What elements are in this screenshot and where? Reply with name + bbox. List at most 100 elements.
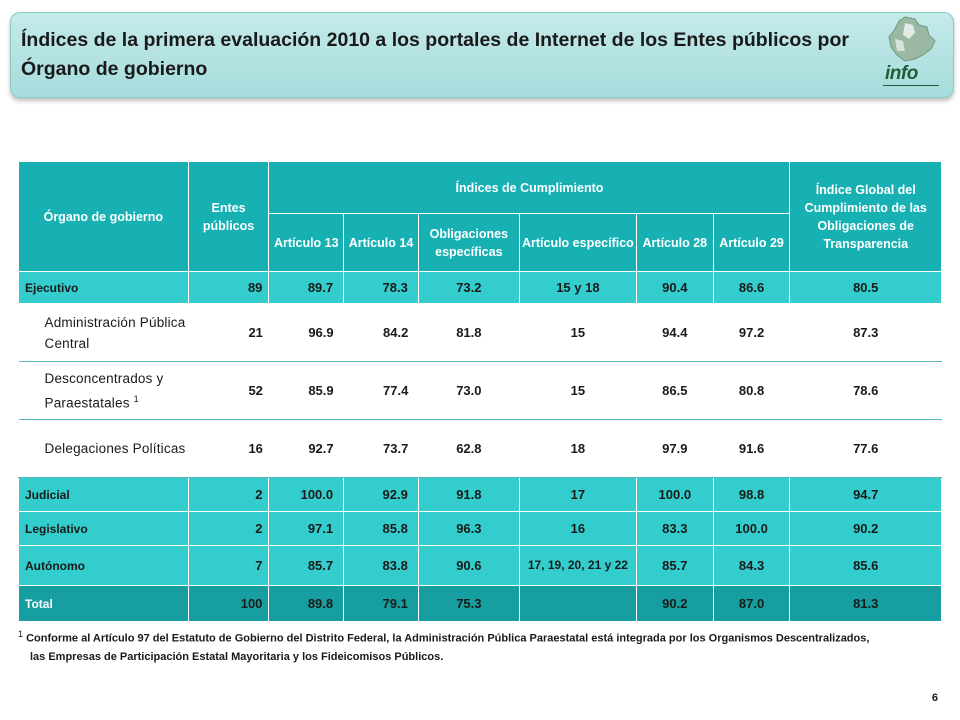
- header-articulo-especifico: Artículo específico: [518, 213, 637, 272]
- cell-a28: 85.7: [635, 545, 714, 586]
- cell-global: 78.6: [789, 361, 942, 420]
- page-number: 6: [931, 692, 938, 704]
- table-row-ejecutivo: Ejecutivo 89 89.7 78.3 73.2 15 y 18 90.4…: [18, 271, 942, 304]
- info-logo: info: [875, 15, 943, 95]
- cell-a29: 86.6: [712, 271, 791, 304]
- title-banner: Índices de la primera evaluación 2010 a …: [10, 12, 954, 98]
- cell-a13: 89.7: [268, 271, 345, 304]
- cell-a28: 86.5: [636, 361, 714, 420]
- table-row-delegaciones: Delegaciones Políticas 16 92.7 73.7 62.8…: [18, 419, 942, 478]
- cell-entes: 21: [188, 303, 269, 362]
- cell-a28: 90.4: [635, 271, 714, 304]
- cell-a28: 90.2: [635, 585, 714, 622]
- cell-a14: 83.8: [343, 545, 419, 586]
- table-row-autonomo: Autónomo 7 85.7 83.8 90.6 17, 19, 20, 21…: [18, 545, 942, 586]
- header-global: Índice Global del Cumplimiento de las Ob…: [789, 161, 942, 272]
- header-articulo-14: Artículo 14: [343, 213, 419, 272]
- table-row-total: Total 100 89.8 79.1 75.3 90.2 87.0 81.3: [18, 585, 942, 622]
- footnote-ref: 1: [133, 393, 139, 404]
- cell-art: 17, 19, 20, 21 y 22: [518, 545, 637, 586]
- cell-oblig: 91.8: [417, 477, 520, 512]
- cell-a28: 83.3: [635, 511, 714, 546]
- cell-entes: 16: [188, 419, 269, 478]
- cell-art: 15: [519, 303, 637, 362]
- cell-a13: 89.8: [268, 585, 345, 622]
- cell-entes: 2: [187, 511, 270, 546]
- cell-art: 15 y 18: [518, 271, 637, 304]
- cell-a13: 97.1: [268, 511, 345, 546]
- footnote-line-1: 1 Conforme al Artículo 97 del Estatuto d…: [18, 625, 948, 648]
- header-articulo-28: Artículo 28: [635, 213, 714, 272]
- cell-global: 77.6: [789, 419, 942, 478]
- cell-a28: 97.9: [636, 419, 714, 478]
- cell-a14: 78.3: [343, 271, 419, 304]
- cell-oblig: 75.3: [417, 585, 520, 622]
- cell-oblig: 96.3: [417, 511, 520, 546]
- cell-global: 85.6: [789, 545, 942, 586]
- cell-a29: 87.0: [712, 585, 791, 622]
- header-articulo-29: Artículo 29: [712, 213, 791, 272]
- cell-oblig: 73.0: [418, 361, 520, 420]
- cell-a14: 77.4: [343, 361, 419, 420]
- cell-entes: 100: [187, 585, 270, 622]
- footnote: 1 Conforme al Artículo 97 del Estatuto d…: [18, 625, 948, 666]
- cell-art: 16: [518, 511, 637, 546]
- cell-global: 94.7: [789, 477, 942, 512]
- cell-a14: 84.2: [343, 303, 419, 362]
- cell-entes: 89: [187, 271, 270, 304]
- cell-a14: 92.9: [343, 477, 419, 512]
- table-row-judicial: Judicial 2 100.0 92.9 91.8 17 100.0 98.8…: [18, 477, 942, 512]
- cell-a13: 85.7: [268, 545, 345, 586]
- cell-name: Total: [18, 585, 189, 622]
- cell-a14: 73.7: [343, 419, 419, 478]
- header-entes: Entes públicos: [187, 161, 270, 272]
- cell-name-text: Desconcentrados y Paraestatales: [44, 370, 164, 411]
- footnote-marker: 1: [18, 629, 24, 639]
- cell-a13: 92.7: [268, 419, 344, 478]
- cell-a29: 98.8: [712, 477, 791, 512]
- cell-a14: 85.8: [343, 511, 419, 546]
- cell-oblig: 62.8: [418, 419, 520, 478]
- cell-a29: 91.6: [713, 419, 790, 478]
- footnote-text-1: Conforme al Artículo 97 del Estatuto de …: [26, 632, 870, 645]
- cell-global: 80.5: [789, 271, 942, 304]
- cell-a29: 97.2: [713, 303, 790, 362]
- cell-name: Desconcentrados y Paraestatales 1: [18, 361, 189, 420]
- cell-entes: 7: [187, 545, 270, 586]
- cell-global: 87.3: [789, 303, 942, 362]
- cell-name: Legislativo: [18, 511, 189, 546]
- page-title: Índices de la primera evaluación 2010 a …: [21, 29, 849, 80]
- cell-global: 81.3: [789, 585, 942, 622]
- cell-art: 18: [519, 419, 637, 478]
- cell-entes: 52: [188, 361, 269, 420]
- logo-rule: [883, 85, 939, 94]
- header-indices-group: Índices de Cumplimiento: [268, 161, 791, 214]
- logo-wordmark: info: [885, 63, 918, 84]
- cell-entes: 2: [187, 477, 270, 512]
- cell-oblig: 81.8: [418, 303, 520, 362]
- cell-a13: 100.0: [268, 477, 345, 512]
- cell-global: 90.2: [789, 511, 942, 546]
- cell-a14: 79.1: [343, 585, 419, 622]
- cell-a28: 94.4: [636, 303, 714, 362]
- indices-table: Órgano de gobierno Entes públicos Índice…: [18, 161, 942, 622]
- cell-a28: 100.0: [635, 477, 714, 512]
- footnote-line-2: las Empresas de Participación Estatal Ma…: [30, 650, 444, 663]
- cell-name: Ejecutivo: [18, 271, 189, 304]
- cell-name: Administración Pública Central: [18, 303, 189, 362]
- cell-art: 17: [518, 477, 637, 512]
- header-articulo-13: Artículo 13: [268, 213, 345, 272]
- table-row-desconcentrados: Desconcentrados y Paraestatales 1 52 85.…: [18, 361, 942, 420]
- map-icon: [888, 16, 936, 62]
- table-row-legislativo: Legislativo 2 97.1 85.8 96.3 16 83.3 100…: [18, 511, 942, 546]
- cell-oblig: 73.2: [417, 271, 520, 304]
- cell-art: [518, 585, 637, 622]
- cell-name: Autónomo: [18, 545, 189, 586]
- cell-name: Judicial: [18, 477, 189, 512]
- cell-a13: 85.9: [268, 361, 344, 420]
- cell-a29: 80.8: [713, 361, 790, 420]
- table-row-administracion: Administración Pública Central 21 96.9 8…: [18, 303, 942, 362]
- cell-a29: 100.0: [712, 511, 791, 546]
- cell-name: Delegaciones Políticas: [18, 419, 189, 478]
- cell-art: 15: [519, 361, 637, 420]
